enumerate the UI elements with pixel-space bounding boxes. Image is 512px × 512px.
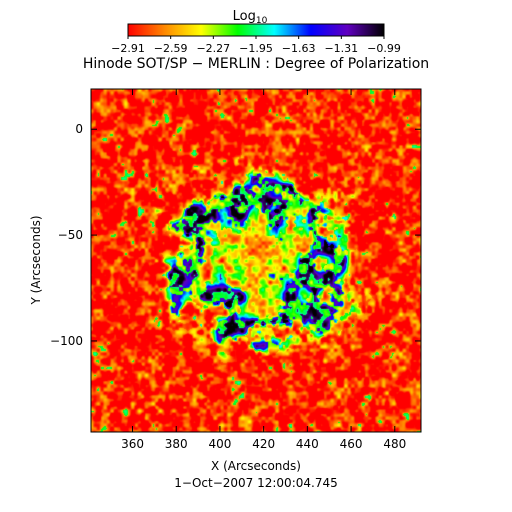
colorbar-gradient xyxy=(127,23,385,37)
colorbar-title-main: Log xyxy=(233,9,256,24)
y-tick-label: −100 xyxy=(50,334,83,348)
colorbar-title: Log10 xyxy=(233,9,268,26)
x-tick-label: 360 xyxy=(121,437,144,451)
y-tick-label: 0 xyxy=(75,122,83,136)
chart-title: Hinode SOT/SP − MERLIN : Degree of Polar… xyxy=(83,56,429,72)
x-tick-label: 440 xyxy=(296,437,319,451)
polarization-heatmap xyxy=(91,89,421,432)
x-axis-label: X (Arcseconds) xyxy=(211,459,301,473)
y-axis: 0 −50 −100 xyxy=(50,122,421,348)
timestamp: 1−Oct−2007 12:00:04.745 xyxy=(174,476,337,490)
colorbar-tick-label: −0.99 xyxy=(367,42,401,55)
x-tick-label: 480 xyxy=(383,437,406,451)
colorbar-title-sub: 10 xyxy=(256,16,268,26)
x-tick-label: 400 xyxy=(208,437,231,451)
colorbar-tick-label: −1.31 xyxy=(324,42,358,55)
y-axis-label: Y (Arcseconds) xyxy=(29,215,43,305)
colorbar: Log10 −2.91 −2.59 −2.27 −1.95 −1.63 −1.31 −0.9… xyxy=(111,9,401,55)
plot-frame xyxy=(90,88,422,433)
plot-area: 360 380 400 420 440 460 480 0 −50 −100 xyxy=(50,88,422,451)
colorbar-tick-label: −1.95 xyxy=(239,42,273,55)
colorbar-tick-label: −2.59 xyxy=(154,42,188,55)
colorbar-tick-label: −2.91 xyxy=(111,42,145,55)
y-tick-label: −50 xyxy=(58,228,83,242)
x-tick-label: 420 xyxy=(252,437,275,451)
x-tick-label: 460 xyxy=(340,437,363,451)
colorbar-tick-label: −1.63 xyxy=(282,42,316,55)
colorbar-tick-label: −2.27 xyxy=(196,42,230,55)
x-axis: 360 380 400 420 440 460 480 xyxy=(121,89,406,451)
x-tick-label: 380 xyxy=(165,437,188,451)
colorbar-ticks: −2.91 −2.59 −2.27 −1.95 −1.63 −1.31 −0.99 xyxy=(111,36,401,55)
